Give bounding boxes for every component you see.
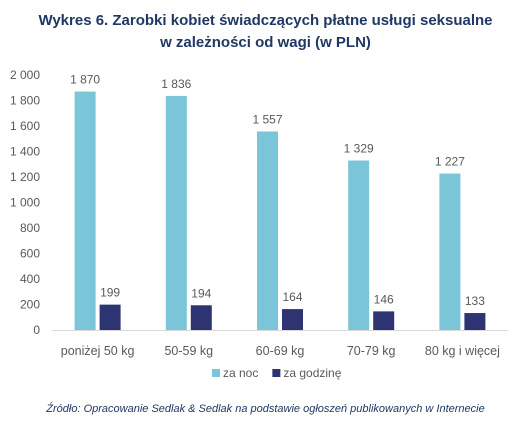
x-tick-label: 80 kg i więcej [425,344,500,358]
y-tick-label: 1 200 [10,170,40,184]
bar-per-hour [99,304,121,330]
x-tick-label: poniżej 50 kg [61,344,135,358]
legend-label: za noc [223,366,258,380]
bar-per-hour [190,305,212,330]
data-label: 146 [374,292,394,306]
bar-per-night [257,131,278,330]
y-tick-label: 1 800 [10,94,40,108]
data-label: 164 [282,290,302,304]
x-tick-label: 70-79 kg [347,344,396,358]
source-note: Źródło: Opracowanie Sedlak & Sedlak na p… [46,403,485,415]
data-label: 194 [191,286,211,300]
chart-title: Wykres 6. Zarobki kobiet świadczących pł… [0,10,531,54]
y-tick-label: 1 600 [10,119,40,133]
data-label: 199 [100,286,120,300]
legend-swatch-per-hour [272,369,281,377]
y-tick-label: 400 [20,272,40,286]
x-tick-label: 50-59 kg [164,344,213,358]
y-tick-label: 1 000 [10,196,40,210]
y-tick-label: 600 [20,247,40,261]
y-tick-label: 2 000 [10,68,40,82]
data-label: 133 [465,294,485,308]
legend-swatch-per-night [212,369,220,377]
bar-per-night [74,91,96,330]
y-tick-label: 0 [33,323,40,337]
bar-per-hour [464,313,486,330]
bar-per-night [348,160,370,330]
data-label: 1 227 [435,155,465,169]
bar-per-hour [373,311,395,330]
y-tick-label: 1 400 [10,145,40,159]
bar-per-night [165,95,187,330]
y-tick-label: 800 [20,221,40,235]
chart-title-line-2: w zależności od wagi (w PLN) [160,34,371,51]
data-label: 1 836 [161,77,191,91]
y-tick-label: 200 [20,298,40,312]
bar-per-hour [282,309,303,330]
x-tick-label: 60-69 kg [256,344,305,358]
data-label: 1 870 [70,73,100,87]
legend-label: za godzinę [283,366,341,380]
data-label: 1 329 [344,142,374,156]
bar-per-night [439,173,461,330]
data-label: 1 557 [252,112,282,126]
chart-title-line-1: Wykres 6. Zarobki kobiet świadczących pł… [38,12,493,29]
